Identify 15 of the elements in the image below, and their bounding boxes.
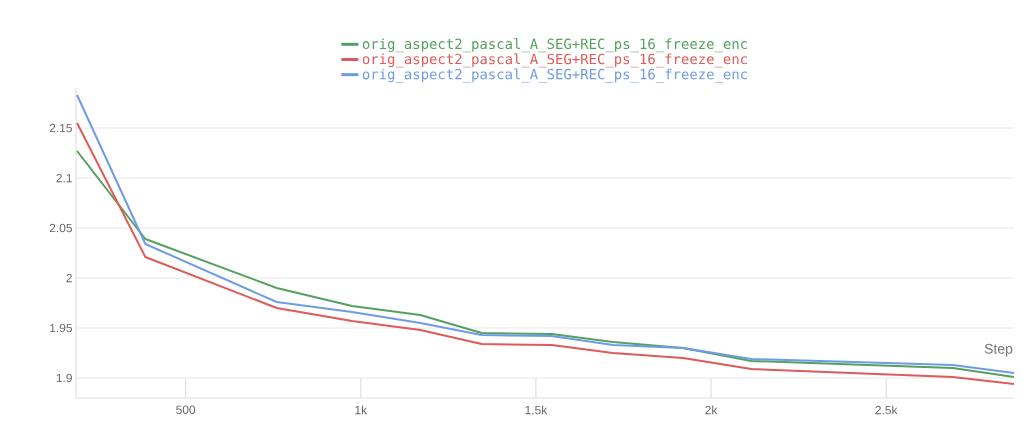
x-tick-label: 1k <box>355 405 368 415</box>
y-tick-label: 2.1 <box>56 173 72 183</box>
y-tick-label: 1.95 <box>50 323 72 333</box>
x-tick-label: 1.5k <box>525 405 548 415</box>
x-tick-label: 2.5k <box>875 405 898 415</box>
legend-label: orig_aspect2_pascal_A_SEG+REC_ps_16_freeze_enc <box>362 53 747 68</box>
legend-label: orig_aspect2_pascal_A_SEG+REC_ps_16_freeze_enc <box>362 68 747 83</box>
legend-label: orig_aspect2_pascal_A_SEG+REC_ps_16_freeze_enc <box>362 38 747 53</box>
y-tick-label: 1.9 <box>56 373 72 383</box>
y-tick-label: 2.05 <box>49 223 72 233</box>
y-tick-label: 2 <box>66 273 72 283</box>
x-tick-label: 2k <box>705 405 718 415</box>
y-tick-label: 2.15 <box>49 123 72 133</box>
x-tick-label: 500 <box>176 405 196 414</box>
x-axis-title: Step <box>984 343 1013 357</box>
